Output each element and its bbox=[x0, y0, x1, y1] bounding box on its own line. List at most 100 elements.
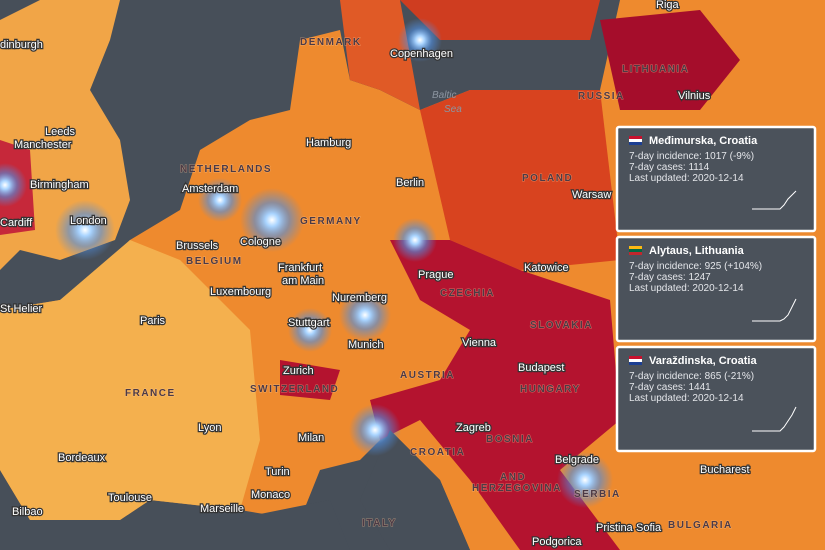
city-label: Milan bbox=[298, 432, 324, 444]
city-label: Zurich bbox=[283, 365, 314, 377]
city-label: London bbox=[70, 215, 107, 227]
card bbox=[615, 125, 817, 233]
city-label: Cologne bbox=[240, 236, 281, 248]
country-label: SLOVAKIA bbox=[530, 320, 593, 331]
card bbox=[615, 235, 817, 343]
card bbox=[615, 345, 817, 453]
flag bbox=[629, 356, 642, 359]
city-label: Vienna bbox=[462, 337, 497, 349]
card-line: 7-day cases: 1114 bbox=[629, 162, 710, 173]
lithuania bbox=[600, 10, 740, 110]
sparkline bbox=[752, 190, 797, 210]
sparkline bbox=[752, 406, 797, 432]
flag bbox=[629, 359, 642, 362]
city-label: Toulouse bbox=[108, 492, 152, 504]
city-label: Brussels bbox=[176, 240, 219, 252]
city-label: Frankfurt bbox=[278, 262, 322, 274]
city-label: Birmingham bbox=[30, 179, 89, 191]
city-label: Katowice bbox=[524, 262, 569, 274]
card-line: 7-day incidence: 925 (+104%) bbox=[629, 261, 762, 272]
country-label: HUNGARY bbox=[520, 384, 581, 395]
country-label: DENMARK bbox=[300, 37, 362, 48]
flag bbox=[629, 362, 642, 365]
city-label: Sofia bbox=[636, 522, 662, 534]
country-label: FRANCE bbox=[125, 388, 176, 399]
card-line: Last updated: 2020-12-14 bbox=[629, 393, 744, 404]
city-label: Prague bbox=[418, 269, 453, 281]
city-label: am Main bbox=[282, 275, 324, 287]
country-label: HERZEGOVINA bbox=[472, 483, 562, 494]
adriatic bbox=[360, 430, 470, 550]
city-label: Monaco bbox=[251, 489, 290, 501]
city-label: Amsterdam bbox=[182, 183, 238, 195]
city-label: Manchester bbox=[14, 139, 72, 151]
city-label: Podgorica bbox=[532, 536, 582, 548]
card-line: 7-day cases: 1441 bbox=[629, 382, 711, 393]
city-label: Budapest bbox=[518, 362, 564, 374]
sea-label: Baltic bbox=[432, 90, 456, 101]
france bbox=[0, 240, 260, 520]
card-line: Last updated: 2020-12-14 bbox=[629, 173, 744, 184]
card-line: 7-day incidence: 1017 (-9%) bbox=[629, 151, 754, 162]
central-red bbox=[370, 240, 620, 550]
country-label: CZECHIA bbox=[440, 288, 495, 299]
city-label: Berlin bbox=[396, 177, 424, 189]
country-label: BULGARIA bbox=[668, 520, 733, 531]
flag bbox=[629, 142, 642, 145]
card-title: Međimurska, Croatia bbox=[649, 135, 758, 147]
flag bbox=[629, 139, 642, 142]
poland bbox=[420, 90, 620, 270]
city-label: Lyon bbox=[198, 422, 221, 434]
country-labels: DENMARK NETHERLANDS GERMANY BELGIUM POLA… bbox=[125, 37, 733, 532]
city-label: Hamburg bbox=[306, 137, 351, 149]
country-label: LITHUANIA bbox=[622, 64, 689, 75]
country-label: GERMANY bbox=[300, 216, 362, 227]
city-label: St Helier bbox=[0, 303, 43, 315]
country-label: BOSNIA bbox=[486, 434, 534, 445]
country-label: AND bbox=[500, 472, 526, 483]
cards: Međimurska, Croatia 7-day incidence: 1017… bbox=[615, 125, 817, 453]
country-label: CROATIA bbox=[410, 447, 465, 458]
country-label: BELGIUM bbox=[186, 256, 243, 267]
city-label: Paris bbox=[140, 315, 166, 327]
city-label: Munich bbox=[348, 339, 383, 351]
city-label: Nuremberg bbox=[332, 292, 387, 304]
city-label: Belgrade bbox=[555, 454, 599, 466]
city-label: Zagreb bbox=[456, 422, 491, 434]
flag bbox=[629, 249, 642, 252]
city-label: Cardiff bbox=[0, 217, 33, 229]
city-label: Vilnius bbox=[678, 90, 711, 102]
city-label: Bilbao bbox=[12, 506, 43, 518]
city-label: Marseille bbox=[200, 503, 244, 515]
city-label: Luxembourg bbox=[210, 286, 271, 298]
sparkline bbox=[752, 298, 797, 322]
city-label: Bordeaux bbox=[58, 452, 106, 464]
glows bbox=[0, 18, 613, 508]
card-line: Last updated: 2020-12-14 bbox=[629, 283, 744, 294]
flag bbox=[629, 252, 642, 255]
card-title: Alytaus, Lithuania bbox=[649, 245, 745, 257]
card-line: 7-day cases: 1247 bbox=[629, 272, 711, 283]
city-label: Copenhagen bbox=[390, 48, 453, 60]
city-labels: dinburgh Leeds Manchester Birmingham Car… bbox=[0, 0, 751, 549]
city-label: Leeds bbox=[45, 126, 75, 138]
city-label: Stuttgart bbox=[288, 317, 330, 329]
flag bbox=[629, 246, 642, 249]
card-line: 7-day incidence: 865 (-21%) bbox=[629, 371, 754, 382]
city-label: Bucharest bbox=[700, 464, 750, 476]
country-label: SERBIA bbox=[574, 489, 621, 500]
card-title: Varaždinska, Croatia bbox=[649, 355, 757, 367]
country-label: NETHERLANDS bbox=[180, 164, 272, 175]
city-label: Warsaw bbox=[572, 189, 611, 201]
mediterranean bbox=[230, 500, 350, 550]
country-label: SWITZERLAND bbox=[250, 384, 339, 395]
city-label: Riga bbox=[656, 0, 680, 11]
city-label: dinburgh bbox=[0, 39, 43, 51]
country-label: AUSTRIA bbox=[400, 370, 455, 381]
sea-label: Sea bbox=[444, 104, 462, 115]
switzerland bbox=[280, 360, 340, 400]
city-label: Pristina bbox=[596, 522, 634, 534]
country-label: POLAND bbox=[522, 173, 573, 184]
denmark bbox=[340, 0, 420, 110]
